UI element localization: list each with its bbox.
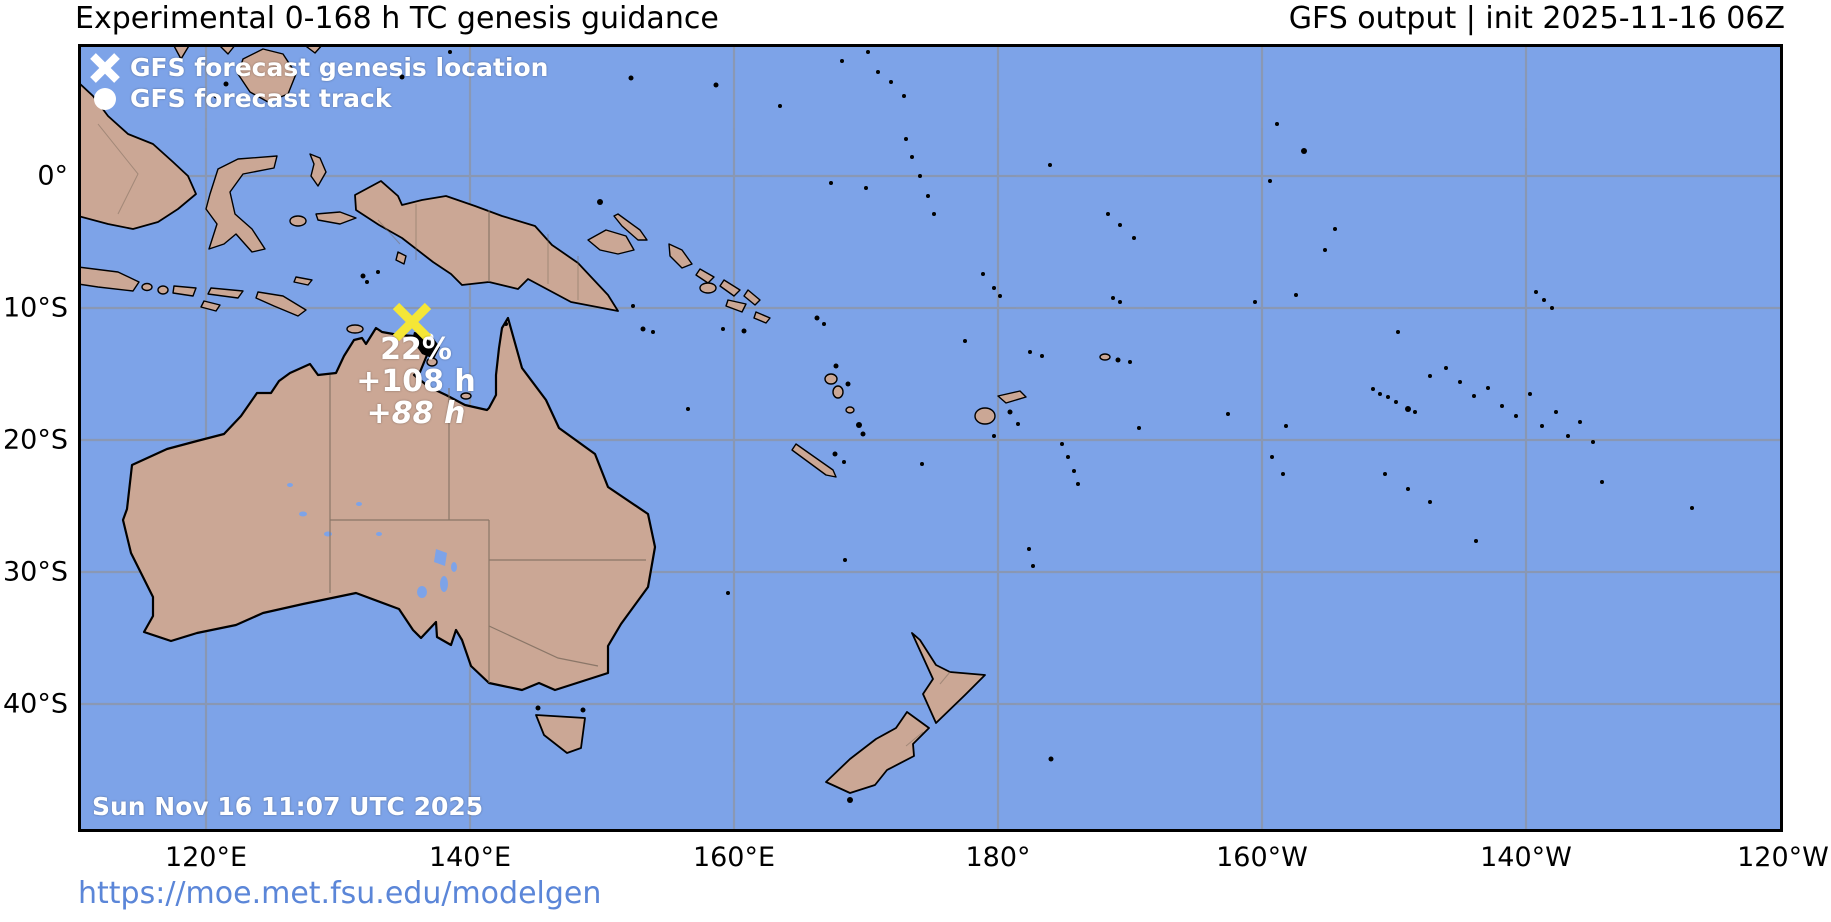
x-tick: 180° bbox=[965, 842, 1031, 873]
landmasses bbox=[78, 44, 1694, 803]
y-tick: 10°S bbox=[3, 292, 68, 324]
australian-lakes bbox=[287, 483, 457, 598]
solomon-islands bbox=[695, 268, 771, 334]
map-border bbox=[78, 44, 1783, 832]
mindanao-landmass bbox=[237, 48, 297, 103]
x-tick: 140°W bbox=[1480, 842, 1572, 873]
nz-south-island bbox=[825, 711, 930, 794]
genesis-annotation: 22% +108 h +88 h bbox=[296, 334, 536, 430]
new-caledonia-landmass bbox=[791, 443, 837, 478]
x-tick: 160°E bbox=[692, 842, 776, 873]
y-tick: 20°S bbox=[3, 424, 68, 456]
vanuatu-islands bbox=[824, 363, 866, 437]
genesis-location-marker bbox=[392, 302, 432, 342]
new-guinea-landmass bbox=[354, 180, 619, 312]
y-tick: 0° bbox=[37, 160, 68, 192]
sulawesi-landmass bbox=[205, 155, 278, 253]
page-title: Experimental 0-168 h TC genesis guidance bbox=[75, 1, 719, 36]
y-tick: 40°S bbox=[3, 688, 68, 720]
map-area bbox=[78, 44, 1783, 832]
java-landmass bbox=[78, 266, 140, 292]
legend-track-label: GFS forecast track bbox=[130, 84, 392, 113]
x-tick: 140°E bbox=[428, 842, 512, 873]
valid-time-label: Sun Nov 16 11:07 UTC 2025 bbox=[92, 792, 484, 821]
fiji-islands bbox=[974, 390, 1027, 438]
legend-track-row: GFS forecast track bbox=[88, 83, 548, 114]
model-init-label: GFS output | init 2025-11-16 06Z bbox=[1288, 1, 1785, 36]
x-tick: 120°E bbox=[164, 842, 248, 873]
map-legend: GFS forecast genesis location GFS foreca… bbox=[88, 52, 548, 114]
genesis-lead-time: +108 h bbox=[356, 364, 476, 399]
pacific-islets bbox=[399, 50, 1694, 543]
borneo-landmass bbox=[78, 81, 197, 230]
tasmania-landmass bbox=[535, 714, 586, 754]
y-tick: 30°S bbox=[3, 556, 68, 588]
genesis-x-icon bbox=[88, 52, 122, 83]
x-tick: 160°W bbox=[1216, 842, 1308, 873]
x-tick: 120°W bbox=[1737, 842, 1829, 873]
state-borders bbox=[329, 210, 646, 683]
pacific-basin-map bbox=[78, 44, 1783, 832]
legend-genesis-label: GFS forecast genesis location bbox=[130, 53, 549, 82]
legend-genesis-row: GFS forecast genesis location bbox=[88, 52, 548, 83]
source-url-link[interactable]: https://moe.met.fsu.edu/modelgen bbox=[78, 876, 602, 911]
track-lead-time: +88 h bbox=[366, 396, 466, 431]
timor-landmass bbox=[255, 291, 307, 317]
track-dot-icon bbox=[88, 84, 122, 114]
nz-north-island bbox=[911, 632, 986, 724]
halmahera-landmass bbox=[309, 153, 327, 187]
province-borders bbox=[97, 123, 951, 747]
genesis-probability: 22% bbox=[380, 332, 452, 367]
